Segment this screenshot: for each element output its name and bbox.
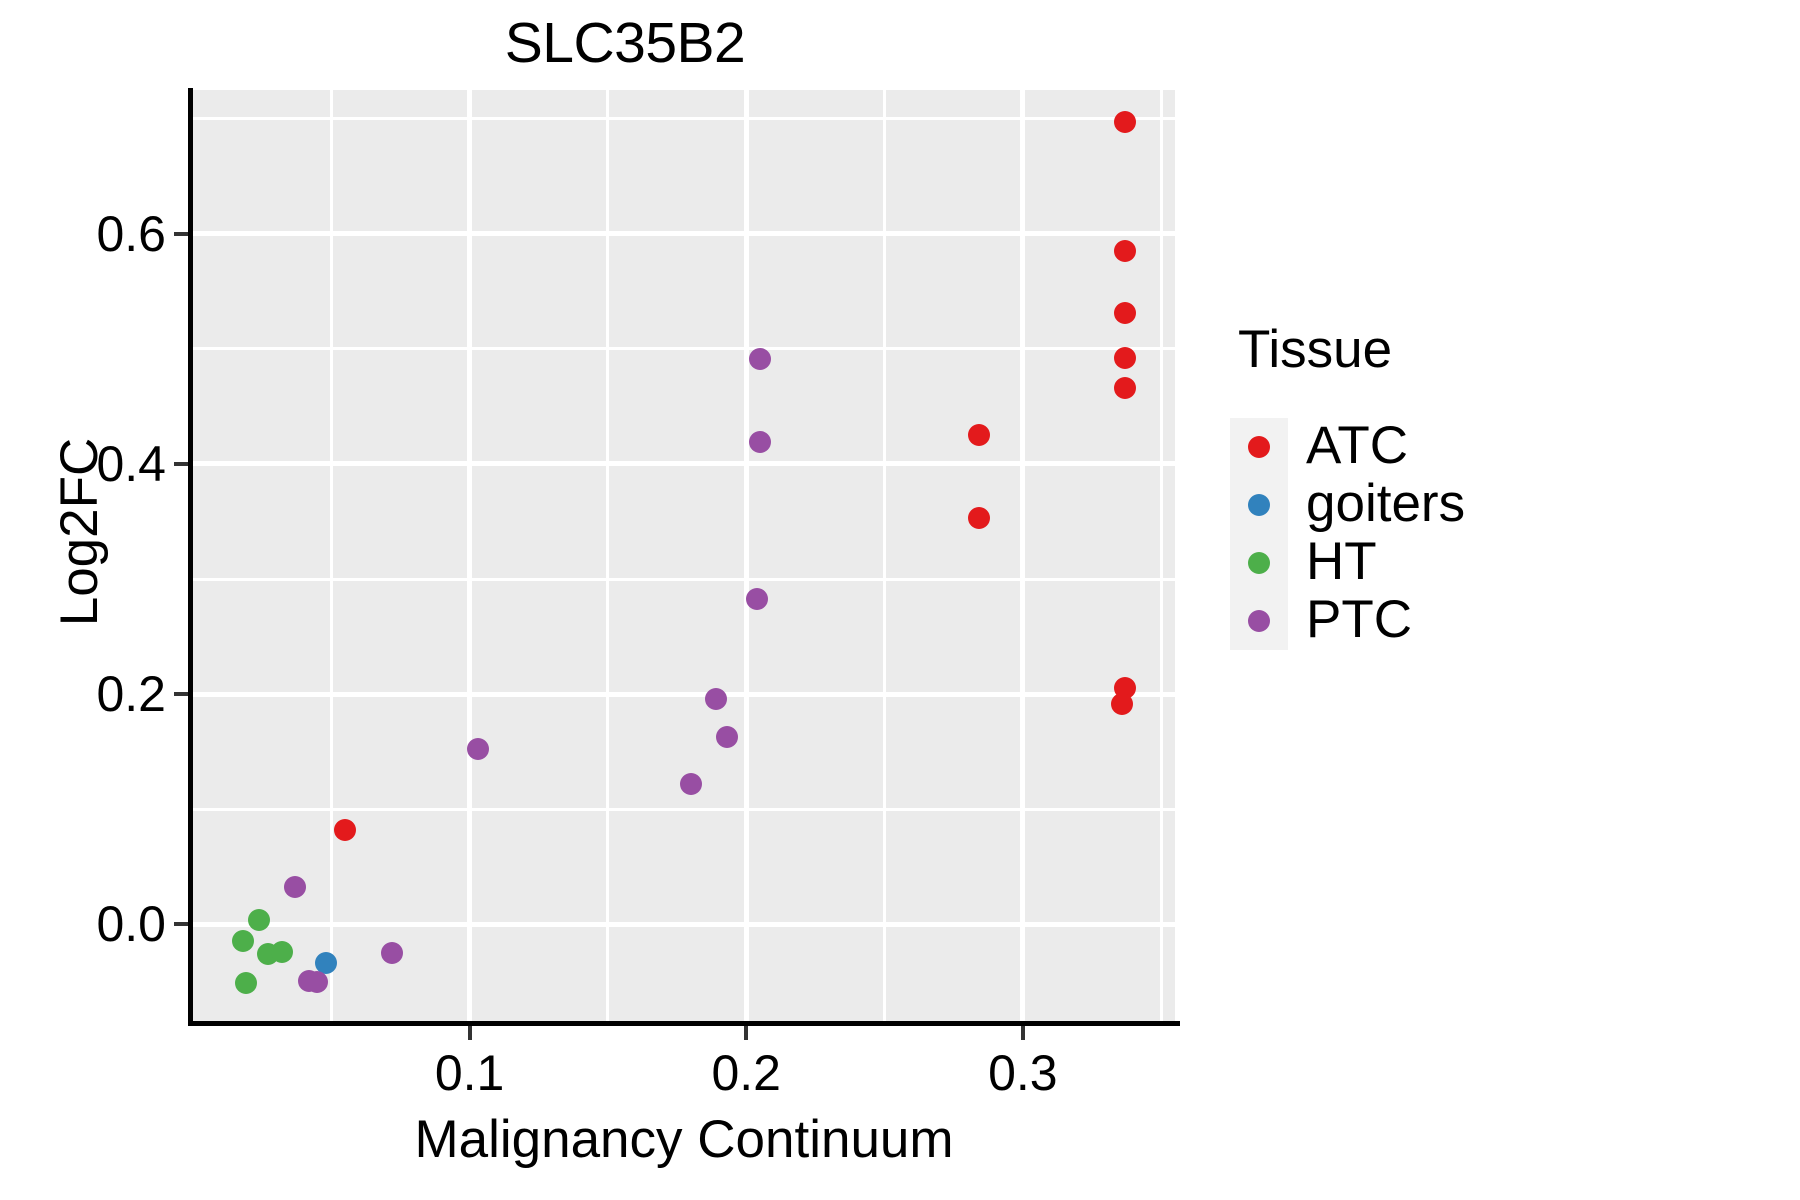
- legend-marker-dot-icon: [1248, 610, 1270, 632]
- data-point: [749, 431, 772, 454]
- x-axis-title: Malignancy Continuum: [414, 1110, 954, 1169]
- legend-marker-dot-icon: [1248, 436, 1270, 458]
- x-tick-mark: [744, 1026, 749, 1040]
- legend-key-swatch: [1230, 534, 1288, 592]
- y-tick-mark: [174, 231, 188, 236]
- data-point: [1114, 347, 1137, 370]
- gridline-y-major: [193, 231, 1175, 237]
- legend-key-swatch: [1230, 476, 1288, 534]
- y-tick-label: 0.6: [96, 205, 166, 262]
- gridline-y-minor: [193, 347, 1175, 351]
- data-point: [284, 876, 307, 899]
- gridline-x-minor: [606, 90, 610, 1022]
- gridline-y-minor: [193, 117, 1175, 121]
- data-point: [704, 687, 727, 710]
- y-tick-label: 0.4: [96, 435, 166, 492]
- gridline-y-minor: [193, 577, 1175, 581]
- data-point: [1114, 302, 1137, 325]
- gridline-y-major: [193, 461, 1175, 467]
- legend-title: Tissue: [1238, 320, 1393, 379]
- legend-key-swatch: [1230, 418, 1288, 476]
- data-point: [1114, 377, 1137, 399]
- gridline-x-major: [1020, 90, 1026, 1022]
- data-point: [749, 348, 772, 371]
- y-tick-label: 0.2: [96, 666, 166, 723]
- gridline-y-minor: [193, 807, 1175, 811]
- legend-item-label: PTC: [1306, 590, 1412, 649]
- data-point: [248, 908, 271, 931]
- y-tick-mark: [174, 461, 188, 466]
- data-point: [306, 970, 329, 993]
- y-axis-line: [188, 88, 193, 1026]
- gridline-x-minor: [883, 90, 887, 1022]
- data-point: [334, 818, 357, 841]
- x-tick-mark: [467, 1026, 472, 1040]
- data-point: [270, 940, 293, 963]
- gridline-x-minor: [329, 90, 333, 1022]
- data-point: [466, 738, 489, 761]
- y-axis-title: Log2FC: [50, 437, 109, 627]
- y-tick-mark: [174, 692, 188, 697]
- x-axis-line: [188, 1021, 1180, 1026]
- data-point: [1114, 111, 1137, 134]
- data-point: [1114, 240, 1137, 263]
- data-point: [967, 507, 990, 530]
- x-tick-label: 0.3: [988, 1045, 1058, 1101]
- y-tick-label: 0.0: [96, 896, 166, 953]
- legend-item-label: HT: [1306, 532, 1377, 591]
- legend-marker-dot-icon: [1248, 494, 1270, 516]
- data-point: [314, 952, 337, 975]
- gridline-x-major: [467, 90, 473, 1022]
- data-point: [679, 772, 702, 795]
- legend-marker-dot-icon: [1248, 552, 1270, 574]
- data-point: [746, 587, 769, 610]
- gridline-y-major: [193, 691, 1175, 697]
- data-point: [231, 930, 254, 953]
- gridline-x-minor: [1159, 90, 1163, 1022]
- legend-item-label: goiters: [1306, 474, 1466, 533]
- data-point: [967, 424, 990, 447]
- gridline-x-major: [743, 90, 749, 1022]
- data-point: [381, 941, 404, 964]
- y-tick-mark: [174, 922, 188, 927]
- legend-item-label: ATC: [1306, 416, 1409, 475]
- x-tick-mark: [1020, 1026, 1025, 1040]
- data-point: [234, 971, 257, 994]
- gridline-y-major: [193, 921, 1175, 927]
- x-tick-label: 0.2: [711, 1045, 781, 1101]
- page-title: SLC35B2: [504, 11, 746, 75]
- plot-panel: [193, 90, 1175, 1022]
- legend-key-swatch: [1230, 592, 1288, 650]
- data-point: [1111, 693, 1134, 716]
- data-point: [715, 725, 738, 748]
- x-tick-label: 0.1: [434, 1045, 505, 1101]
